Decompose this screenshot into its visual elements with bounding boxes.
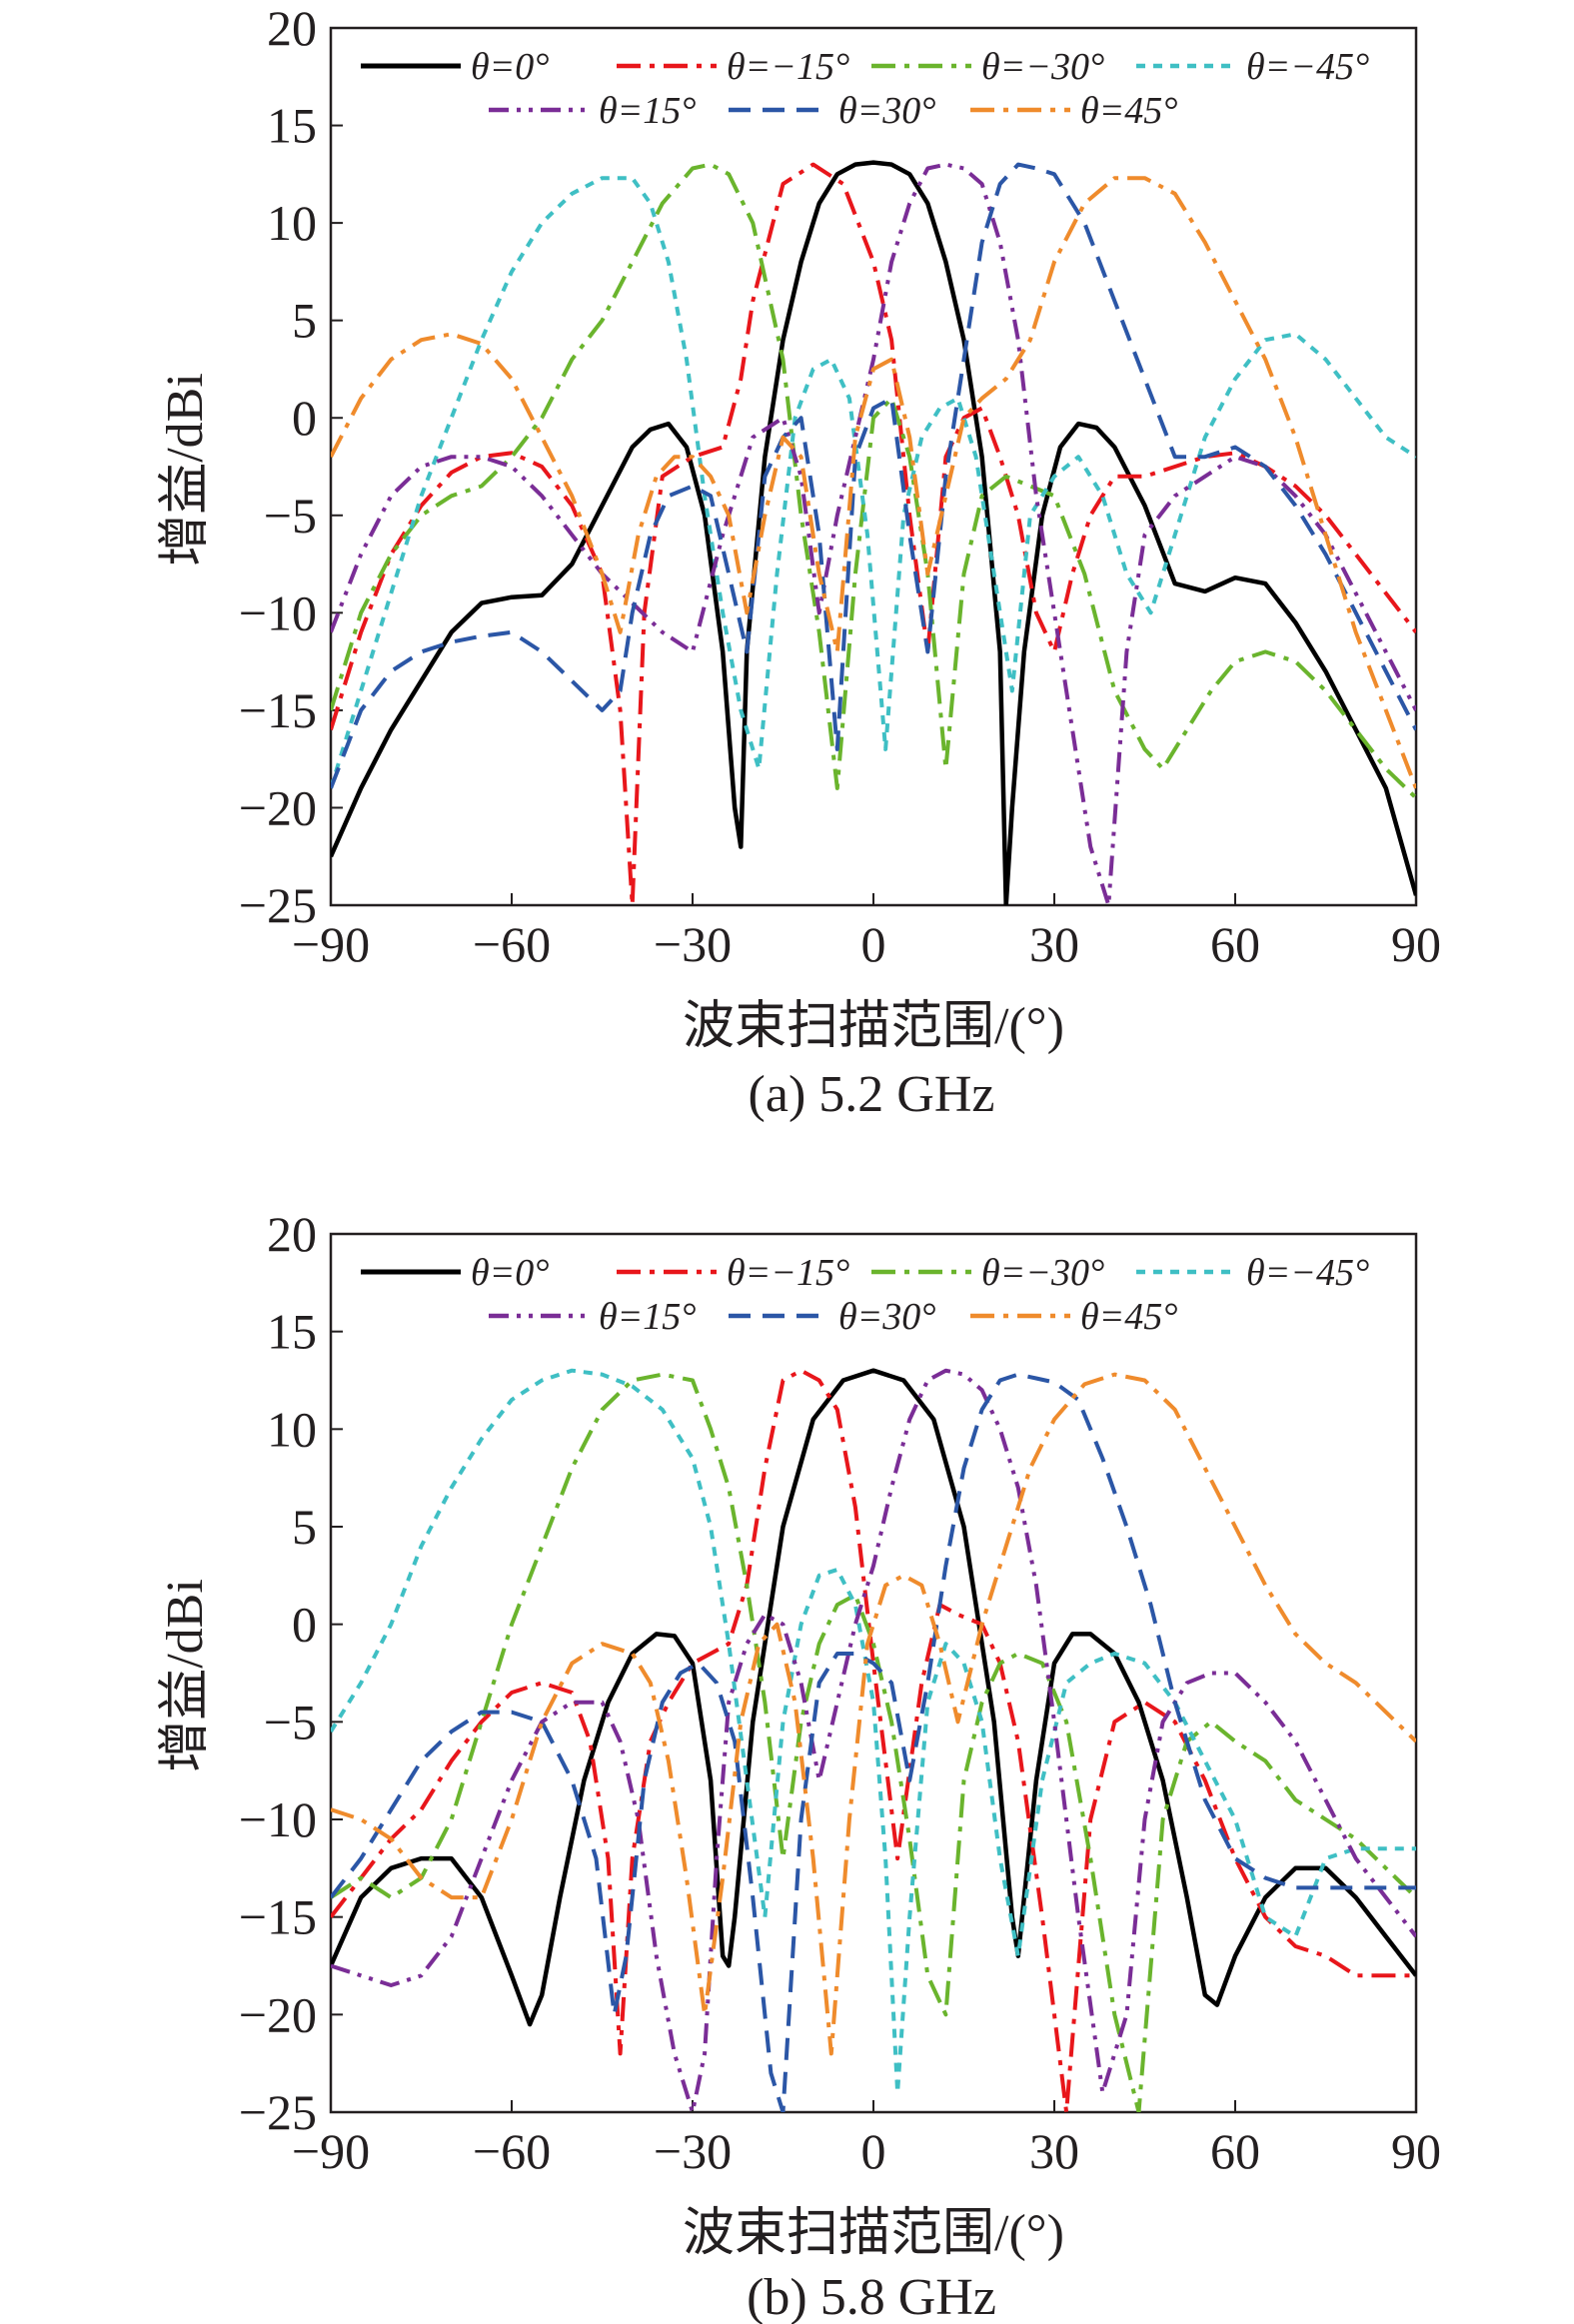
legend-label: θ=−45° [1246,1252,1369,1294]
legend-label: θ=−45° [1246,46,1369,88]
legend-label: θ=15° [599,90,697,132]
series-line-b-2 [331,1372,1416,2112]
series-group [331,1368,1416,2112]
y-tick-label: 10 [267,1401,317,1457]
x-tick-label: 0 [861,916,886,972]
y-tick-label: 15 [267,98,317,154]
series-line-a-0 [331,160,1416,905]
legend-label: θ=0° [471,1252,550,1294]
series-line-a-1 [331,162,1416,905]
legend-label: θ=−30° [981,46,1104,88]
y-tick-label: 15 [267,1304,317,1360]
x-tick-label: 90 [1391,2123,1441,2179]
y-tick-label: −15 [239,1889,317,1945]
x-tick-label: −90 [292,916,370,972]
series-line-a-3 [331,176,1416,789]
x-tick-label: 30 [1029,2123,1079,2179]
y-tick-label: 0 [292,1597,317,1653]
series-line-a-6 [331,176,1416,789]
plot-frame [329,26,1418,907]
x-tick-label: 60 [1210,2123,1260,2179]
x-tick-label: −60 [473,916,551,972]
y-axis-title-b: 增益/dBi [157,1579,214,1772]
legend: θ=0° θ=−15° θ=−30° θ=−45° θ=15° θ=30° θ=45° [361,46,1369,132]
x-tick-label: 90 [1391,916,1441,972]
series-line-a-4 [331,162,1416,905]
y-tick-label: 5 [292,1499,317,1555]
y-tick-label: −25 [239,877,317,933]
x-tick-label: −60 [473,2123,551,2179]
legend-label: θ=−15° [727,46,849,88]
y-tick-label: 0 [292,390,317,446]
series-line-a-2 [331,162,1416,800]
x-axis-title-a: 波束扫描范围/(°) [683,998,1064,1055]
series-line-b-3 [331,1368,1416,2095]
series-line-b-6 [331,1372,1416,2056]
x-tick-label: −30 [654,916,732,972]
legend-label: θ=45° [1080,90,1178,132]
y-tick-label: −25 [239,2084,317,2140]
y-tick-label: −5 [264,1694,317,1749]
y-tick-label: −15 [239,682,317,738]
y-tick-label: −10 [239,584,317,640]
series-line-b-5 [331,1372,1416,2112]
series-group [331,160,1416,905]
x-axis-title-b: 波束扫描范围/(°) [683,2205,1064,2262]
legend-label: θ=−30° [981,1252,1104,1294]
legend-label: θ=0° [471,46,550,88]
legend-label: θ=45° [1080,1296,1178,1338]
y-tick-label: 10 [267,195,317,251]
series-line-a-5 [331,162,1416,789]
x-tick-label: −30 [654,2123,732,2179]
y-tick-label: 20 [267,0,317,56]
y-tick-label: −20 [239,779,317,835]
y-tick-label: −20 [239,1986,317,2042]
chart-panel-b: (b) 5.8 GHz 波束扫描范围/(°) 增益/dBi 20 15 10 5 0 −5… [157,1206,1441,2324]
x-tick-label: 0 [861,2123,886,2179]
legend-label: θ=−15° [727,1252,849,1294]
legend-label: θ=30° [838,90,936,132]
series-line-b-0 [331,1368,1416,2027]
y-tick-label: −10 [239,1791,317,1847]
y-tick-label: −5 [264,488,317,544]
chart-panel-a: (a) 5.2 GHz 波束扫描范围/(°) 增益/dBi 20 15 10 5 0 −5… [157,0,1441,1123]
y-tick-label: 20 [267,1206,317,1262]
series-line-b-4 [331,1368,1416,2112]
legend: θ=0° θ=−15° θ=−30° θ=−45° θ=15° θ=30° θ=45° [361,1252,1369,1338]
x-tick-label: −90 [292,2123,370,2179]
caption-a: (a) 5.2 GHz [749,1066,995,1123]
legend-label: θ=30° [838,1296,936,1338]
x-tick-label: 30 [1029,916,1079,972]
series-line-b-1 [331,1368,1416,2112]
caption-b: (b) 5.8 GHz [747,2269,996,2324]
y-tick-label: 5 [292,293,317,349]
x-tick-label: 60 [1210,916,1260,972]
y-axis-title-a: 增益/dBi [157,373,214,567]
legend-label: θ=15° [599,1296,697,1338]
